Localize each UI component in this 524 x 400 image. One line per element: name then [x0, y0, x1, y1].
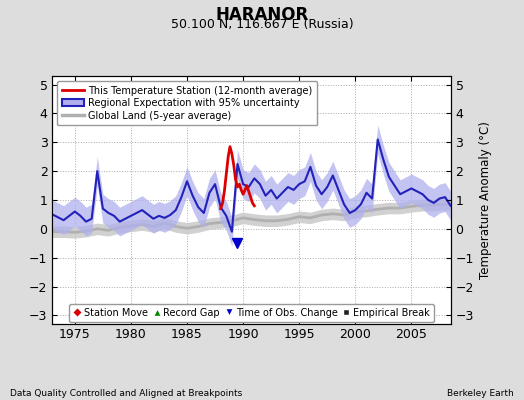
Text: Berkeley Earth: Berkeley Earth — [447, 389, 514, 398]
Text: Data Quality Controlled and Aligned at Breakpoints: Data Quality Controlled and Aligned at B… — [10, 389, 243, 398]
Text: HARANOR: HARANOR — [215, 6, 309, 24]
Legend: Station Move, Record Gap, Time of Obs. Change, Empirical Break: Station Move, Record Gap, Time of Obs. C… — [69, 304, 434, 322]
Y-axis label: Temperature Anomaly (°C): Temperature Anomaly (°C) — [479, 121, 493, 279]
Text: 50.100 N, 116.667 E (Russia): 50.100 N, 116.667 E (Russia) — [171, 18, 353, 31]
